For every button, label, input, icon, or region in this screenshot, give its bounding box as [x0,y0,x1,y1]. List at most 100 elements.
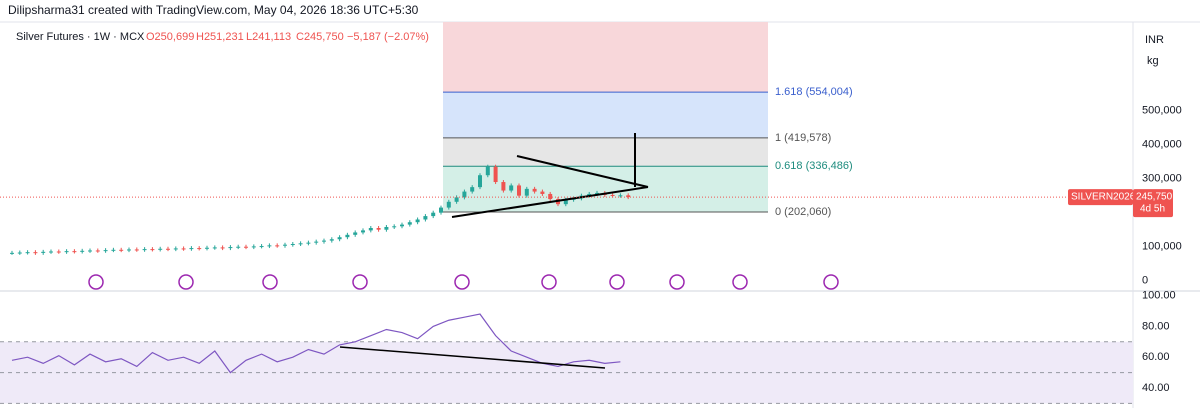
candle [150,249,155,251]
legend: Silver Futures · 1W · MCX O250,699 H251,… [16,31,429,43]
candle [181,248,186,250]
candle [524,188,529,196]
legend-close: C245,750 [296,31,344,43]
price-tick-label: 300,000 [1142,173,1182,185]
candle [127,249,131,251]
fib-zone [443,166,768,212]
event-icon [541,274,557,290]
candle [595,192,599,194]
candle [72,251,77,253]
candle [205,247,209,249]
candle [259,246,264,248]
candle [439,207,443,213]
trendline [451,186,649,218]
candle [56,251,61,253]
candle [244,246,248,248]
price-tick-label: 0 [1142,275,1148,287]
legend-high: H251,231 [196,31,244,43]
candle [275,245,280,247]
fib-label: 1 (419,578) [775,132,831,144]
event-icon [823,274,839,290]
candle [493,166,498,183]
rsi-tick-label: 100.00 [1142,290,1176,302]
fib-zone [443,22,768,93]
candle [80,250,85,252]
candle [400,224,404,227]
header: Dilipsharma31 created with TradingView.c… [8,3,419,17]
fib-zone [443,137,768,167]
candle [376,228,381,230]
candle [306,242,311,244]
candle [485,166,490,176]
candle [337,237,342,240]
candle [267,245,272,247]
event-icon [88,274,104,290]
fib-zone [443,92,768,138]
candle [501,182,506,191]
candle [618,195,623,197]
candle [587,193,592,196]
candle [173,248,178,250]
candle [532,188,537,192]
legend-open: O250,699 [146,31,194,43]
candle [17,252,22,254]
candle [251,246,256,248]
candle [41,251,46,253]
candle [49,251,53,253]
candle [88,250,92,252]
symbol-tag [1068,189,1133,206]
rsi-trendline [339,346,606,369]
fib-label: 0.618 (336,486) [775,160,853,172]
candle [283,244,287,246]
candle [119,249,124,251]
candle [111,249,116,251]
candle [189,248,194,250]
candle [134,249,139,251]
event-icon [609,274,625,290]
candle [290,244,295,246]
rsi-tick-label: 40.00 [1142,382,1170,394]
candle [220,247,225,249]
price-tick-label: 500,000 [1142,104,1182,116]
candle [548,193,553,200]
candle [236,246,241,248]
candle [384,226,389,230]
unit: kg [1147,55,1159,67]
candle [10,252,14,254]
fib-label: 0 (202,060) [775,206,831,218]
candle [470,187,475,192]
candle [158,248,163,250]
price-tick-label: 100,000 [1142,241,1182,253]
price-tag-countdown: 4d 5h [1140,204,1165,215]
candle [563,199,568,205]
trendline [516,155,649,188]
event-icon [262,274,278,290]
candle [329,239,334,241]
candle [212,247,217,249]
candle [25,252,30,254]
event-icon [732,274,748,290]
rsi-line [11,313,621,374]
candle [95,250,100,252]
candle [509,185,514,191]
candle [407,222,412,225]
fib-label: 1.618 (554,004) [775,86,853,98]
candle [462,191,467,198]
event-icon [178,274,194,290]
candle [415,219,420,223]
candle [392,226,397,228]
candle [314,241,319,243]
candle [540,191,545,194]
candle [103,250,108,252]
event-icon [669,274,685,290]
event-icon [454,274,470,290]
candle [298,243,303,245]
candle [142,249,147,251]
candle [626,195,631,198]
volume-icons [88,274,839,290]
legend-symbol: Silver Futures · 1W · MCX [16,31,145,43]
candle [197,248,202,250]
price-tag [1133,189,1173,218]
candle [228,247,233,249]
